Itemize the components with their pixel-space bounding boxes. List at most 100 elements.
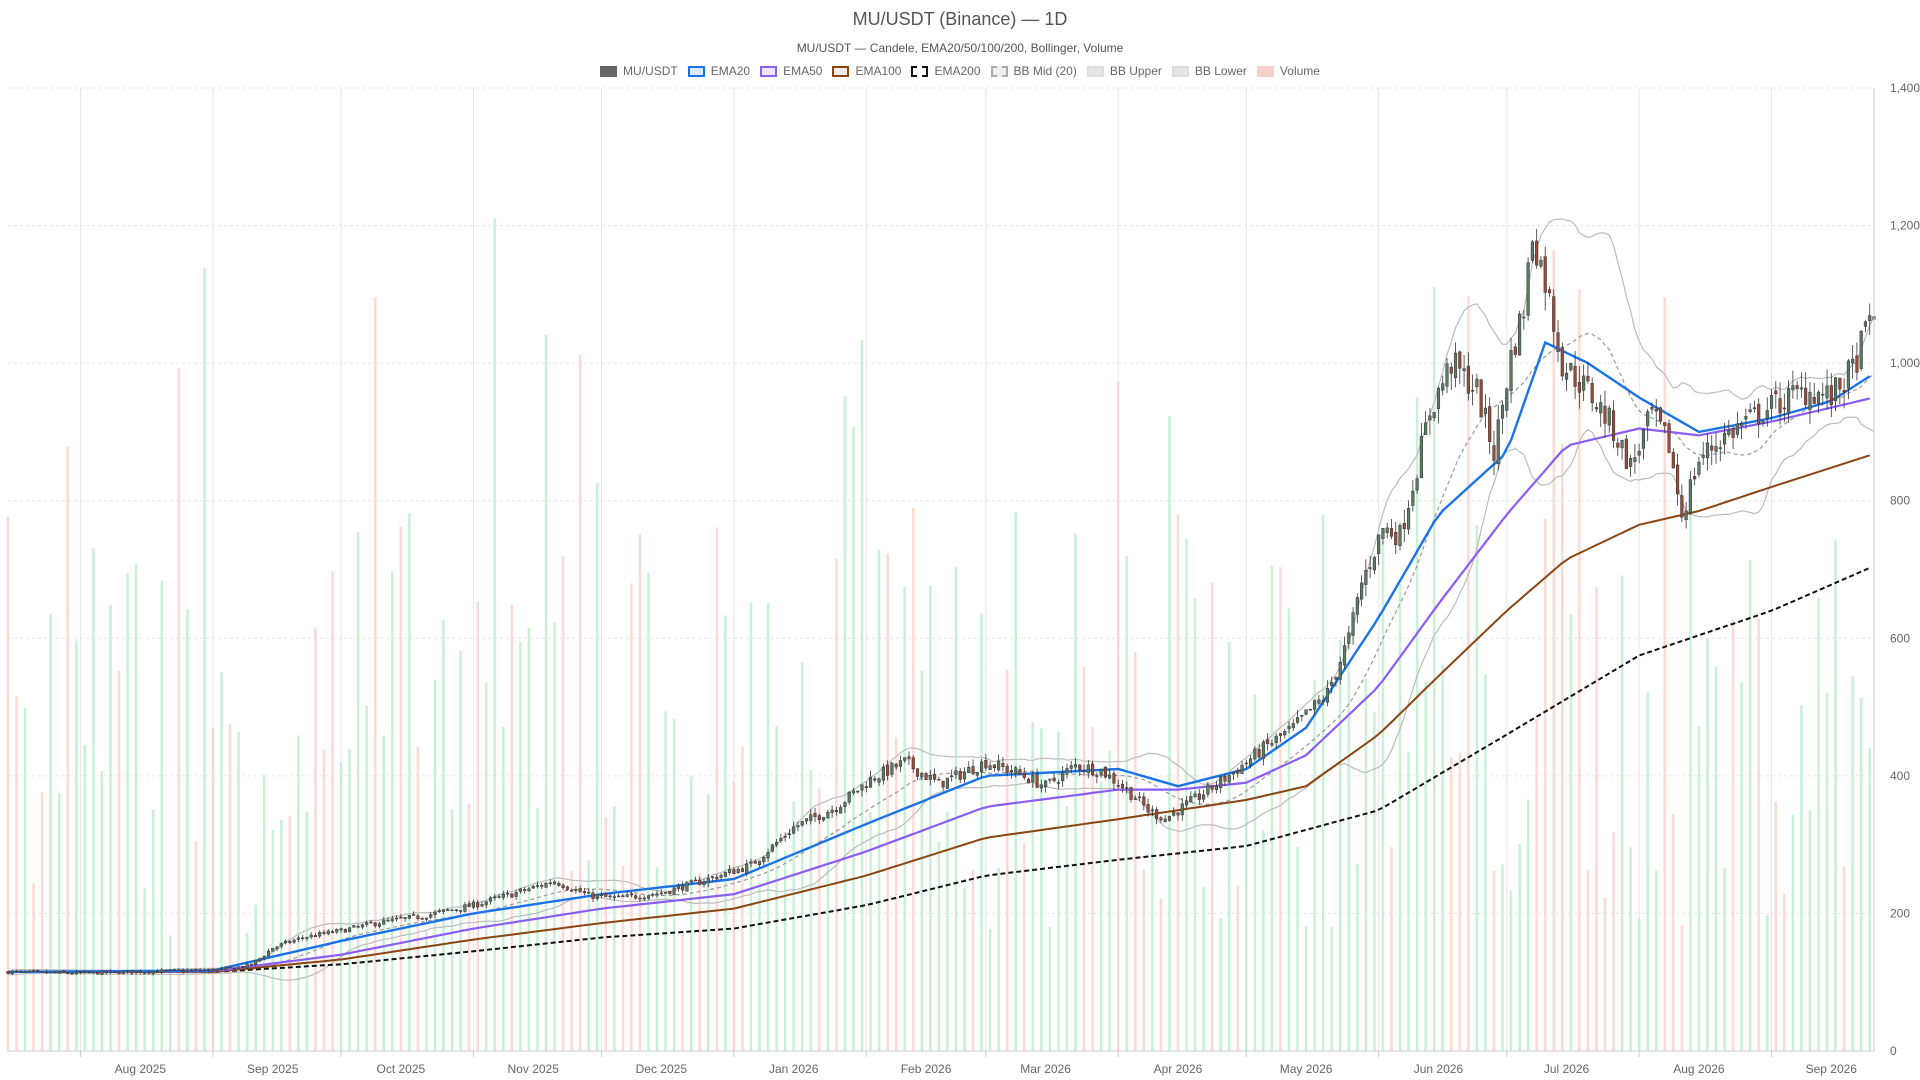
candle (369, 920, 373, 924)
candle-body (1163, 818, 1167, 823)
candle-body (1594, 407, 1599, 410)
candle-body (100, 970, 104, 975)
volume-bar (954, 567, 958, 1051)
candle (14, 969, 19, 973)
volume-bar (527, 627, 531, 1051)
candle (1411, 480, 1415, 512)
candle (745, 859, 749, 877)
candle (91, 971, 95, 974)
candle (441, 909, 446, 915)
candle (1663, 422, 1667, 434)
candle-body (1697, 461, 1701, 475)
candle (74, 970, 78, 975)
candle (1556, 320, 1560, 362)
candle (237, 966, 241, 969)
candle (1774, 381, 1778, 409)
candle (493, 893, 497, 901)
candle-body (83, 971, 87, 974)
ema50-line (8, 397, 1870, 973)
candle-body (211, 968, 215, 972)
legend-swatch (1086, 65, 1104, 77)
candle (1727, 419, 1731, 438)
candle (1355, 593, 1359, 624)
candle (1564, 362, 1569, 391)
candle-body (373, 922, 377, 927)
candle-body (629, 893, 633, 896)
candle (1475, 373, 1479, 394)
candle (1833, 377, 1838, 411)
candle-body (1061, 772, 1065, 782)
candle-body (941, 780, 945, 788)
volume-bar (758, 882, 761, 1051)
legend-swatch (832, 65, 850, 77)
legend-item-bb_mid[interactable]: BB Mid (20) (990, 64, 1077, 78)
candle (1855, 342, 1859, 381)
candle-body (1453, 352, 1458, 379)
candle (864, 781, 868, 793)
candle (1714, 432, 1718, 464)
volume-bar (373, 297, 377, 1051)
legend-item-volume[interactable]: Volume (1256, 64, 1320, 78)
candle (1266, 733, 1270, 751)
candle-body (143, 972, 147, 974)
candle-body (804, 818, 809, 822)
candle (1590, 377, 1594, 412)
candle (313, 933, 318, 938)
candle-body (523, 889, 527, 891)
candle (796, 821, 800, 832)
candle (1394, 521, 1398, 555)
candle-body (1846, 360, 1850, 389)
candle-body (1863, 321, 1868, 327)
candle-body (1714, 446, 1718, 452)
legend-item-candles[interactable]: MU/USDT (600, 64, 678, 78)
legend-item-ema100[interactable]: EMA100 (832, 64, 901, 78)
candle-body (1364, 569, 1368, 585)
candle-body (1056, 782, 1060, 784)
legend-item-ema20[interactable]: EMA20 (687, 64, 750, 78)
candle-body (1441, 383, 1445, 391)
legend-item-ema200[interactable]: EMA200 (911, 64, 981, 78)
legend-item-ema50[interactable]: EMA50 (760, 64, 822, 78)
candle-body (40, 970, 44, 973)
candle (1526, 257, 1530, 321)
candle-body (1838, 377, 1842, 390)
candle (121, 969, 125, 975)
x-tick-label: Aug 2026 (1673, 1062, 1725, 1076)
candle (856, 790, 860, 794)
candle (1765, 397, 1769, 427)
volume-bar (1330, 926, 1333, 1051)
legend-item-bb_upper[interactable]: BB Upper (1086, 64, 1162, 78)
candle-body (1291, 723, 1295, 729)
candle-body (1812, 397, 1816, 404)
legend-item-bb_lower[interactable]: BB Lower (1171, 64, 1247, 78)
candle-body (1616, 442, 1620, 448)
candle-body (1321, 700, 1325, 702)
candle (181, 968, 185, 974)
volume-bar (1407, 751, 1410, 1051)
volume-bar (1612, 832, 1615, 1051)
candle (1535, 228, 1539, 269)
candle (1509, 337, 1513, 404)
candle (1842, 378, 1846, 409)
candle-body (1295, 717, 1300, 723)
candle-body (1108, 774, 1112, 779)
ema100-line (8, 454, 1871, 973)
candle-body (241, 966, 245, 968)
candle-body (1573, 366, 1577, 387)
candle-body (988, 765, 992, 770)
candle-body (1330, 682, 1334, 686)
volume-bar (536, 807, 539, 1051)
candle (984, 753, 988, 772)
candle (928, 769, 932, 786)
candle (992, 764, 996, 772)
volume-bar (391, 571, 394, 1051)
y-tick-label: 800 (1890, 494, 1910, 508)
legend-label: EMA200 (934, 64, 981, 78)
volume-bar (1492, 870, 1496, 1051)
candle (1492, 430, 1496, 476)
candle (1740, 420, 1744, 440)
candle-body (138, 970, 142, 974)
y-tick-label: 0 (1890, 1044, 1897, 1058)
candle-body (305, 937, 309, 939)
x-tick-label: Apr 2026 (1154, 1062, 1203, 1076)
